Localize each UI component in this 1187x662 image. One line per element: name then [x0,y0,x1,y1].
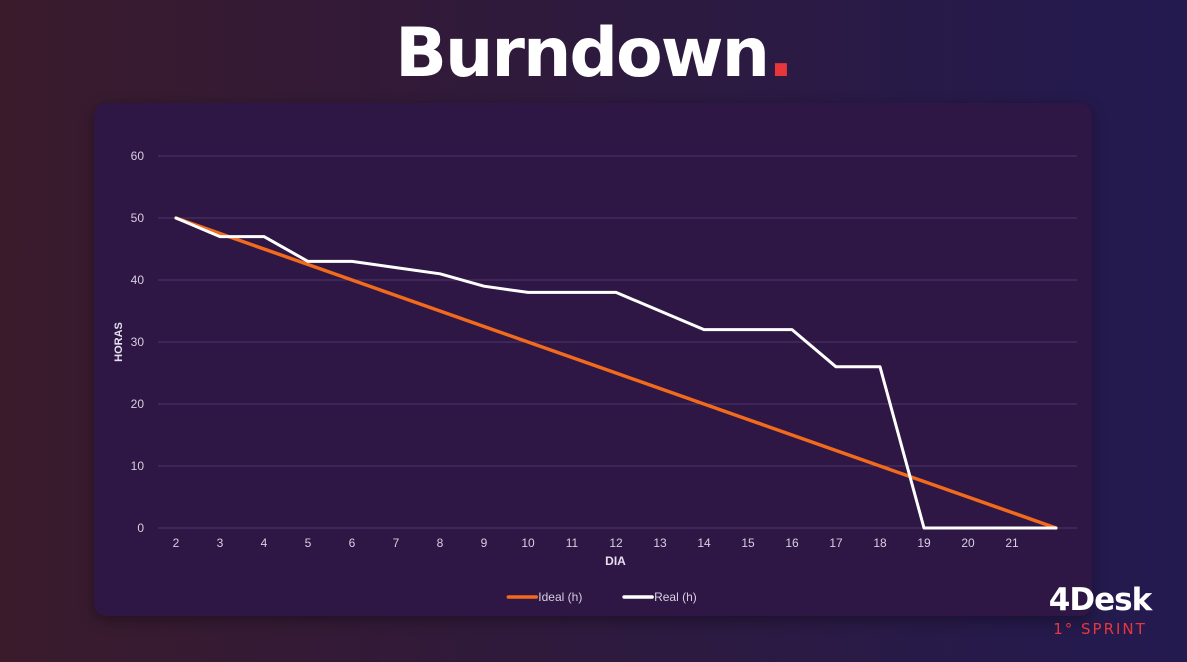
x-tick-label: 16 [785,536,799,550]
x-tick-label: 20 [961,536,975,550]
x-tick-label: 6 [349,536,356,550]
x-tick-label: 2 [173,536,180,550]
y-tick-label: 40 [131,273,145,287]
x-tick-label: 19 [917,536,931,550]
x-tick-label: 7 [393,536,400,550]
series-line-ideal [174,216,1058,530]
y-tick-label: 10 [131,459,145,473]
y-tick-label: 0 [137,521,144,535]
x-tick-label: 18 [873,536,887,550]
x-tick-label: 12 [609,536,623,550]
x-tick-label: 17 [829,536,843,550]
x-tick-label: 5 [305,536,312,550]
x-tick-label: 3 [217,536,224,550]
y-axis-title: HORAS [113,322,125,362]
y-tick-label: 30 [131,335,145,349]
page-title: Burndown. [0,10,1187,98]
x-tick-label: 11 [566,536,579,550]
brand-name: 4Desk [1048,582,1152,618]
x-tick-label: 4 [261,536,268,550]
x-tick-label: 9 [481,536,488,550]
chart-card: 0 10 20 30 40 50 60 2 3 4 5 6 7 8 9 10 11 12 13 14 15 16 17 18 1… [94,103,1092,616]
title-text: Burndown [395,14,770,93]
x-axis-title: DIA [605,554,626,568]
x-tick-label: 21 [1005,536,1019,550]
x-tick-label: 13 [653,536,667,550]
title-dot: . [767,14,794,93]
burndown-chart: 0 10 20 30 40 50 60 2 3 4 5 6 7 8 9 10 11 12 13 14 15 16 17 18 1… [113,149,1077,604]
x-tick-label: 14 [697,536,711,550]
legend-label: Ideal (h) [538,590,582,604]
brand-subtitle: 1° SPRINT [1053,620,1147,638]
y-tick-label: 20 [131,397,145,411]
series-line-real [174,216,1058,530]
x-tick-label: 15 [741,536,755,550]
x-tick-label: 8 [437,536,444,550]
y-tick-label: 50 [131,211,145,225]
x-tick-label: 10 [521,536,535,550]
y-tick-label: 60 [131,149,145,163]
brand-logo: 4Desk 1° SPRINT [1035,582,1165,640]
legend-label: Real (h) [654,590,697,604]
